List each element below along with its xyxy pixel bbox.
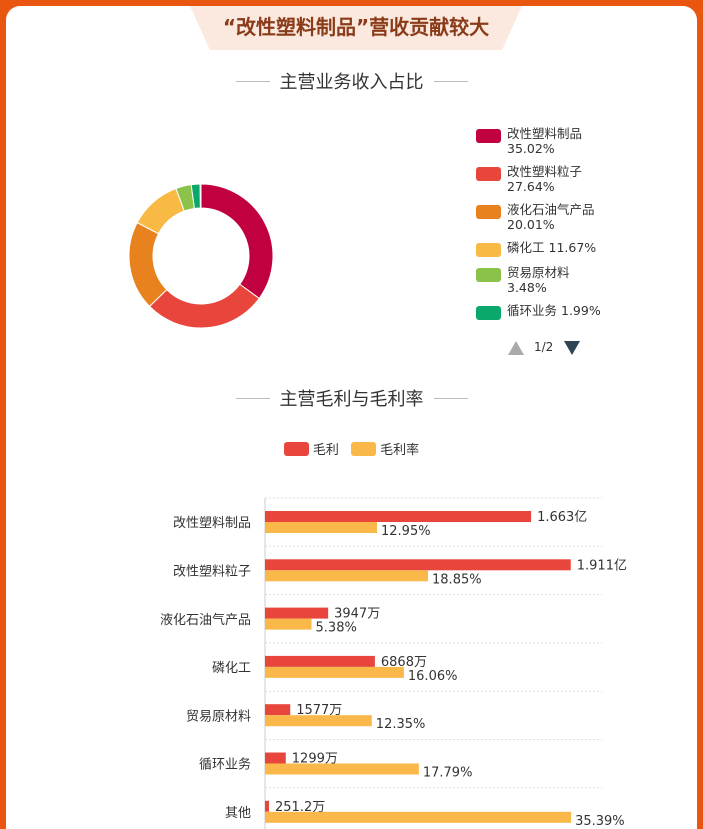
gross-bar[interactable] xyxy=(265,559,571,571)
legend-label: 毛利率 xyxy=(380,443,420,458)
revenue-donut-chart xyxy=(128,183,274,329)
title-rule-right xyxy=(433,397,468,399)
rate-value-label: 18.85% xyxy=(432,572,482,587)
rate-bar[interactable] xyxy=(265,715,372,727)
rate-value-label: 17.79% xyxy=(423,766,473,781)
section-title-revenue: 主营业务收入占比 xyxy=(6,68,697,94)
legend-pct: 27.64% xyxy=(507,179,555,194)
legend-swatch xyxy=(476,205,501,219)
gross-value-label: 251.2万 xyxy=(275,800,325,815)
legend-swatch xyxy=(476,268,501,282)
legend-swatch xyxy=(476,306,501,320)
gross-value-label: 1299万 xyxy=(292,752,338,767)
donut-legend: 改性塑料制品 35.02% 改性塑料粒子 27.64% 液化石油气产品 20.01% … xyxy=(476,126,626,332)
legend-pct: 1.99% xyxy=(561,303,601,318)
gross-value-label: 6868万 xyxy=(381,655,427,670)
legend-label: 磷化工 11.67% xyxy=(507,240,619,255)
bar-legend: 毛利 毛利率 xyxy=(6,439,697,458)
legend-item[interactable]: 液化石油气产品 20.01% xyxy=(476,202,626,232)
gross-title-text: 主营毛利与毛利率 xyxy=(279,389,424,410)
gross-margin-bar-chart: 改性塑料制品 1.663亿 12.95% 改性塑料粒子 1.911亿 18.85% 液化石油… xyxy=(160,497,627,829)
gross-value-label: 1.911亿 xyxy=(577,558,627,573)
category-label: 液化石油气产品 xyxy=(160,612,251,628)
rate-value-label: 12.35% xyxy=(376,717,426,732)
legend-label: 改性塑料粒子 27.64% xyxy=(507,164,619,194)
gross-bar[interactable] xyxy=(265,752,286,764)
category-label: 改性塑料粒子 xyxy=(173,564,251,579)
gross-bar[interactable] xyxy=(265,511,532,522)
legend-swatch xyxy=(476,129,501,143)
rate-bar[interactable] xyxy=(265,666,404,678)
rate-bar[interactable] xyxy=(265,811,572,823)
rate-value-label: 12.95% xyxy=(381,524,431,539)
category-label: 贸易原材料 xyxy=(186,709,251,724)
main-card: “改性塑料制品”营收贡献较大 主营业务收入占比 改性塑料制品 35.02% 改性塑… xyxy=(6,6,697,829)
title-rule-right xyxy=(433,80,468,82)
donut-slice[interactable] xyxy=(128,221,168,308)
banner-title: “改性塑料制品”营收贡献较大 xyxy=(222,15,490,39)
legend-item[interactable]: 磷化工 11.67% xyxy=(476,240,626,257)
legend-label: 液化石油气产品 20.01% xyxy=(507,202,619,232)
section-title-gross: 主营毛利与毛利率 xyxy=(6,385,697,411)
page-down-arrow-icon[interactable] xyxy=(564,341,580,355)
legend-item-gross[interactable]: 毛利 xyxy=(283,439,339,458)
category-label: 磷化工 xyxy=(212,661,251,676)
donut-slice[interactable] xyxy=(200,183,274,300)
legend-item[interactable]: 循环业务 1.99% xyxy=(476,303,626,320)
legend-pct: 11.67% xyxy=(548,240,597,255)
gross-bar[interactable] xyxy=(265,655,375,667)
category-label: 循环业务 xyxy=(199,757,251,773)
rate-bar[interactable] xyxy=(265,618,312,630)
gross-bar[interactable] xyxy=(265,800,270,812)
legend-item[interactable]: 贸易原材料 3.48% xyxy=(476,265,626,295)
gross-bar[interactable] xyxy=(265,704,291,716)
title-rule-left xyxy=(235,80,270,82)
legend-pct: 35.02% xyxy=(507,141,555,156)
legend-name: 循环业务 xyxy=(507,303,558,318)
legend-label: 毛利 xyxy=(312,443,339,458)
gross-value-label: 3947万 xyxy=(334,607,380,622)
legend-swatch xyxy=(476,167,501,181)
rate-bar[interactable] xyxy=(265,570,429,582)
legend-name: 贸易原材料 xyxy=(507,265,570,280)
legend-swatch xyxy=(283,441,309,456)
title-rule-left xyxy=(235,397,270,399)
rate-value-label: 35.39% xyxy=(575,814,625,829)
gross-bar[interactable] xyxy=(265,607,329,619)
legend-item-rate[interactable]: 毛利率 xyxy=(351,439,419,458)
page-up-arrow-icon[interactable] xyxy=(508,341,524,355)
title-banner: “改性塑料制品”营收贡献较大 xyxy=(190,6,522,50)
legend-swatch xyxy=(476,243,501,257)
legend-item[interactable]: 改性塑料制品 35.02% xyxy=(476,126,626,156)
gross-value-label: 1577万 xyxy=(296,703,342,718)
gross-value-label: 1.663亿 xyxy=(537,510,587,525)
legend-pct: 20.01% xyxy=(507,217,555,232)
donut-slice[interactable] xyxy=(199,183,202,209)
rate-value-label: 16.06% xyxy=(408,669,458,684)
legend-swatch xyxy=(351,441,377,456)
legend-pct: 3.48% xyxy=(507,280,547,295)
revenue-title-text: 主营业务收入占比 xyxy=(279,72,424,93)
rate-bar[interactable] xyxy=(265,522,377,533)
legend-name: 改性塑料粒子 xyxy=(507,164,583,179)
rate-value-label: 5.38% xyxy=(316,621,357,636)
category-label: 改性塑料制品 xyxy=(173,516,251,531)
legend-name: 磷化工 xyxy=(507,240,545,255)
legend-label: 循环业务 1.99% xyxy=(507,303,619,318)
legend-item[interactable]: 改性塑料粒子 27.64% xyxy=(476,164,626,194)
page-indicator: 1/2 xyxy=(534,340,554,354)
legend-name: 液化石油气产品 xyxy=(507,202,595,217)
rate-bar[interactable] xyxy=(265,763,419,775)
category-label: 其他 xyxy=(225,806,251,821)
legend-label: 贸易原材料 3.48% xyxy=(507,265,619,295)
legend-label: 改性塑料制品 35.02% xyxy=(507,126,619,156)
legend-name: 改性塑料制品 xyxy=(507,126,583,141)
legend-pager: 1/2 xyxy=(508,339,588,357)
